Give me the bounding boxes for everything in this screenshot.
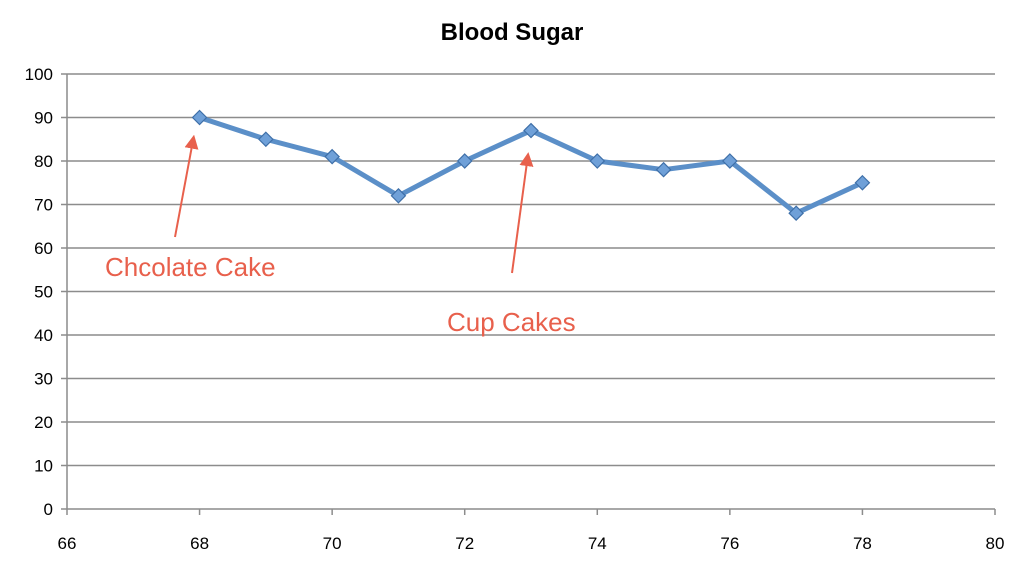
y-tick-labels: 0 10 20 30 40 50 60 70 80 90 100 <box>25 65 53 519</box>
xtick-label-72: 72 <box>455 534 474 553</box>
annotation-arrow-1 <box>511 152 534 274</box>
chart-title: Blood Sugar <box>441 19 584 46</box>
xtick-label-80: 80 <box>986 534 1005 553</box>
gridlines <box>67 73 995 467</box>
ytick-label-10: 10 <box>34 457 53 476</box>
ytick-label-30: 30 <box>34 370 53 389</box>
data-point-78 <box>854 174 871 191</box>
data-point-73 <box>523 122 539 139</box>
data-point-71 <box>390 187 407 204</box>
data-point-75 <box>655 161 672 178</box>
xtick-label-78: 78 <box>853 534 872 553</box>
ytick-label-60: 60 <box>34 239 53 258</box>
annotations: Chcolate Cake Cup Cakes <box>105 134 576 337</box>
axes <box>61 73 996 515</box>
xtick-label-74: 74 <box>588 534 607 553</box>
ytick-label-40: 40 <box>34 326 53 345</box>
ytick-label-0: 0 <box>44 500 53 519</box>
data-point-77 <box>788 205 804 222</box>
ytick-label-90: 90 <box>34 109 53 128</box>
data-point-68 <box>191 109 208 126</box>
xtick-label-68: 68 <box>190 534 209 553</box>
data-point-74 <box>589 153 606 169</box>
ytick-label-70: 70 <box>34 196 53 215</box>
ytick-label-20: 20 <box>34 413 53 432</box>
xtick-label-70: 70 <box>323 534 342 553</box>
annotation-label-0: Chcolate Cake <box>105 252 276 282</box>
annotation-arrow-0 <box>174 134 199 238</box>
series <box>191 109 871 222</box>
annotation-label-1: Cup Cakes <box>447 307 576 337</box>
xtick-label-76: 76 <box>720 534 739 553</box>
data-point-76 <box>722 153 738 169</box>
data-point-72 <box>456 153 473 169</box>
x-tick-labels: 66 68 70 72 74 76 78 80 <box>58 534 1005 553</box>
xtick-label-66: 66 <box>58 534 77 553</box>
data-point-69 <box>258 131 274 148</box>
ytick-label-80: 80 <box>34 152 53 171</box>
ytick-label-100: 100 <box>25 65 53 84</box>
data-point-70 <box>324 148 340 165</box>
ytick-label-50: 50 <box>34 283 53 302</box>
